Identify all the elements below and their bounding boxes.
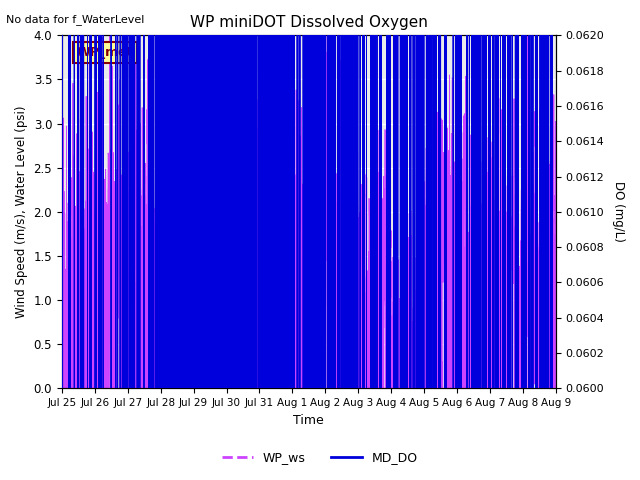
Text: No data for f_WaterLevel: No data for f_WaterLevel	[6, 14, 145, 25]
Title: WP miniDOT Dissolved Oxygen: WP miniDOT Dissolved Oxygen	[190, 15, 428, 30]
X-axis label: Time: Time	[293, 414, 324, 427]
Legend: WP_ws, MD_DO: WP_ws, MD_DO	[217, 446, 423, 469]
Y-axis label: Wind Speed (m/s), Water Level (psi): Wind Speed (m/s), Water Level (psi)	[15, 106, 28, 318]
Y-axis label: DO (mg/L): DO (mg/L)	[612, 181, 625, 242]
Text: WP_met: WP_met	[77, 46, 133, 59]
